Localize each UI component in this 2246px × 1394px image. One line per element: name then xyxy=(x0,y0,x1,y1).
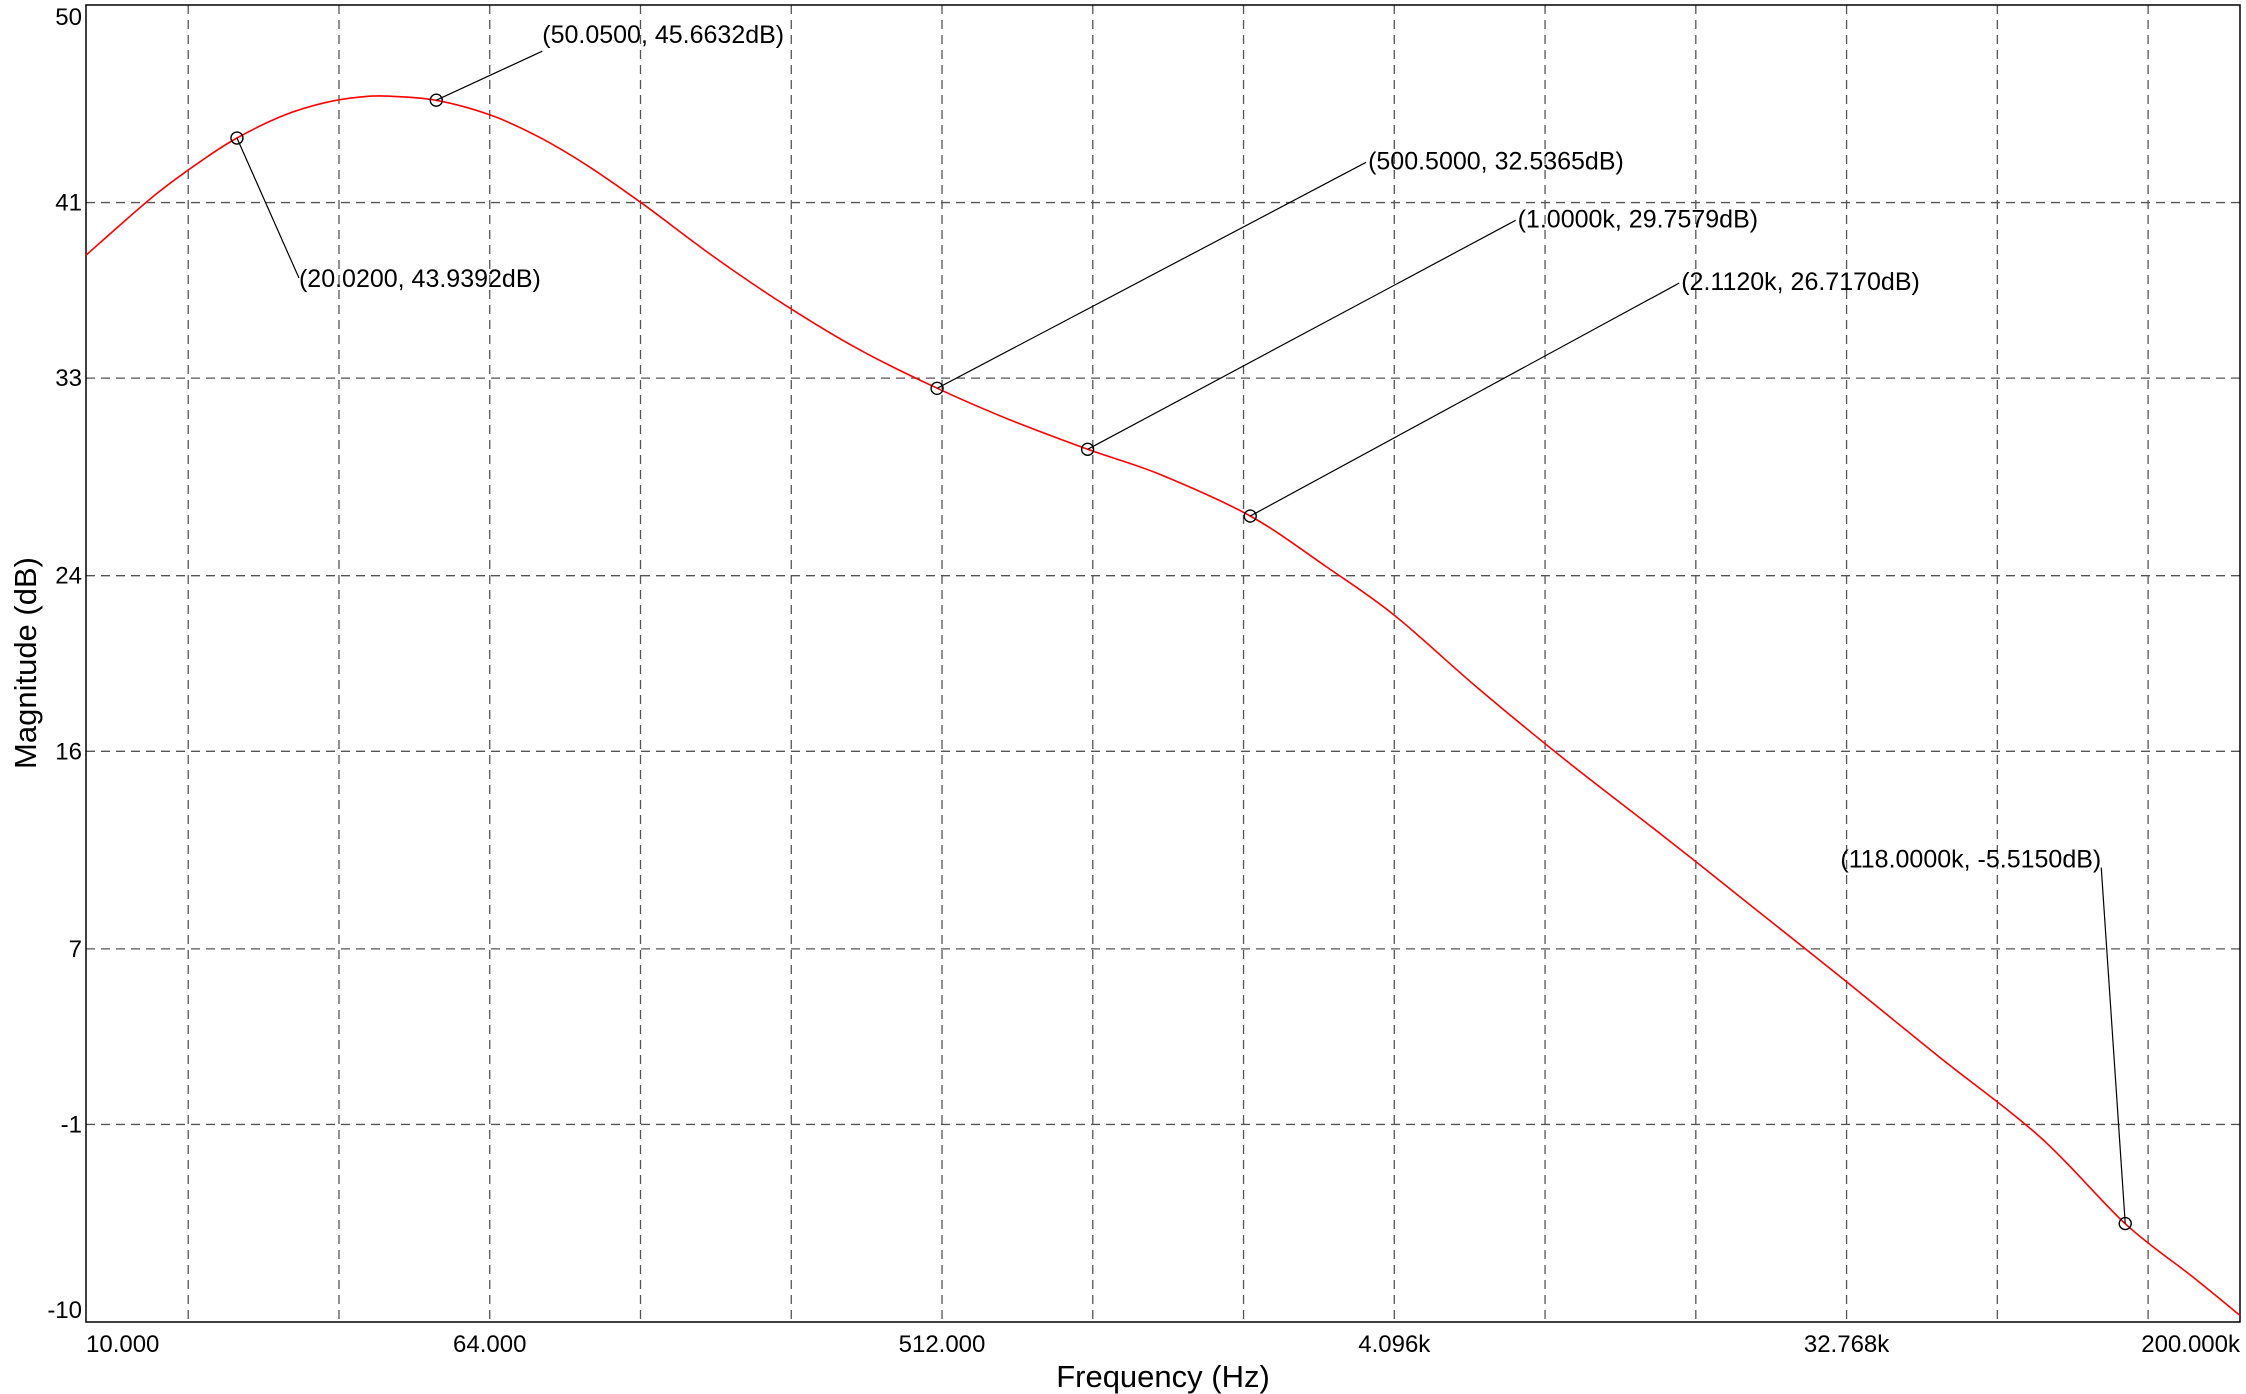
annotation-leader xyxy=(2100,867,2126,1224)
grid-layer xyxy=(86,5,2240,1322)
y-tick-label: 33 xyxy=(55,365,82,392)
y-tick-label: 24 xyxy=(55,563,82,590)
x-tick-label: 200.000k xyxy=(2141,1331,2241,1358)
annotation-label: (2.1120k, 26.7170dB) xyxy=(1681,268,1920,296)
y-tick-label: -1 xyxy=(61,1111,82,1138)
tick-labels: 10.000 64.000 512.000 4.096k 32.768k 200.000k… xyxy=(47,4,2241,1358)
x-tick-label: 32.768k xyxy=(1804,1331,1890,1358)
y-tick-label: 41 xyxy=(55,190,82,217)
y-tick-label: -10 xyxy=(47,1297,82,1324)
annotation-label: (50.0500, 45.6632dB) xyxy=(542,21,784,49)
y-axis-title: Magnitude (dB) xyxy=(8,557,43,769)
annotation-label: (20.0200, 43.9392dB) xyxy=(299,265,541,293)
x-tick-label: 10.000 xyxy=(86,1331,159,1358)
series-layer xyxy=(85,95,2241,1317)
annotations: (20.0200, 43.9392dB) (50.0500, 45.6632dB)… xyxy=(230,21,2132,1231)
annotation-leader xyxy=(1249,282,1680,517)
annotation-label: (500.5000, 32.5365dB) xyxy=(1368,147,1624,175)
annotation-leader xyxy=(1087,219,1516,450)
magnitude-curve xyxy=(85,95,2241,1317)
annotation-marker xyxy=(1080,442,1095,457)
x-tick-label: 512.000 xyxy=(899,1331,986,1358)
y-tick-label: 16 xyxy=(55,738,82,765)
annotation-marker xyxy=(1243,509,1257,523)
plot-frame xyxy=(85,4,2241,1323)
x-axis-title: Frequency (Hz) xyxy=(1056,1359,1270,1394)
y-tick-label: 7 xyxy=(69,936,82,963)
annotation-leader xyxy=(436,50,543,101)
annotation-marker xyxy=(2118,1216,2132,1231)
annotation-leader xyxy=(936,161,1367,389)
annotation-marker xyxy=(429,93,443,107)
y-tick-label: 50 xyxy=(55,4,82,31)
x-tick-label: 4.096k xyxy=(1358,1331,1431,1358)
annotation-marker xyxy=(930,381,944,396)
annotation-label: (118.0000k, -5.5150dB) xyxy=(1840,846,2101,874)
annotation-marker xyxy=(230,131,244,145)
annotation-leader xyxy=(236,137,300,279)
x-tick-label: 64.000 xyxy=(453,1331,526,1358)
annotation-label: (1.0000k, 29.7579dB) xyxy=(1518,205,1758,233)
